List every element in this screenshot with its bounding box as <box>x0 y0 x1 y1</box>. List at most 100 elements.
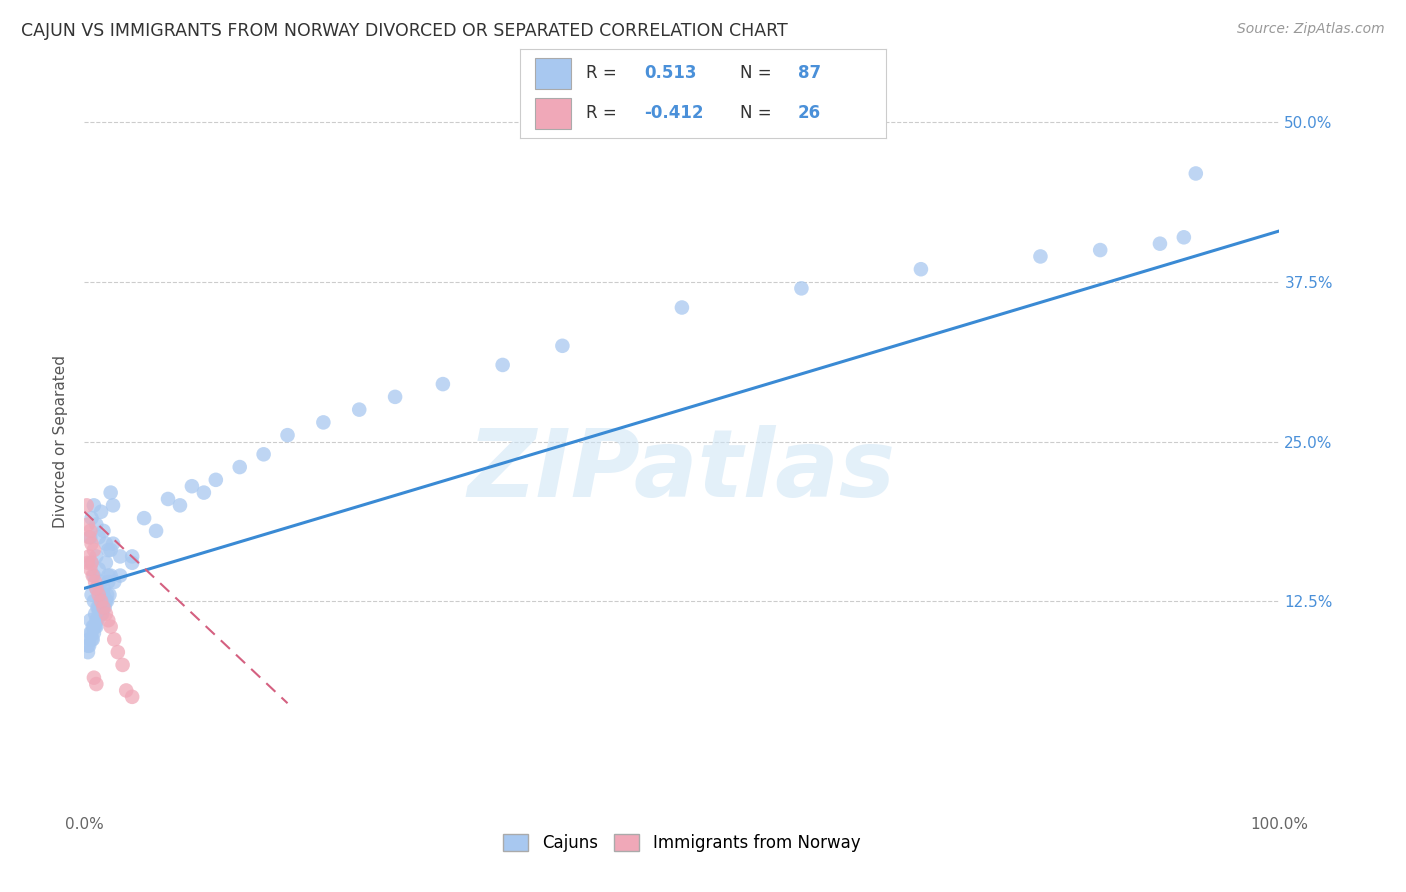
Point <box>100 543 122 558</box>
Point <box>93 600 115 615</box>
Point <box>89 607 111 621</box>
Point <box>77 632 100 647</box>
Point <box>79 613 101 627</box>
Point <box>86 600 108 615</box>
Point <box>82 568 104 582</box>
Point <box>77 556 100 570</box>
Point <box>111 657 134 672</box>
Point <box>91 600 114 615</box>
Point <box>96 588 118 602</box>
Text: N =: N = <box>740 104 770 122</box>
Point <box>277 428 299 442</box>
Point <box>169 499 191 513</box>
Point <box>84 574 107 589</box>
Point <box>86 549 108 564</box>
Text: CAJUN VS IMMIGRANTS FROM NORWAY DIVORCED OR SEPARATED CORRELATION CHART: CAJUN VS IMMIGRANTS FROM NORWAY DIVORCED… <box>21 22 787 40</box>
Point <box>82 619 104 633</box>
Point <box>93 588 115 602</box>
Point <box>93 594 115 608</box>
Point <box>94 607 117 621</box>
Point <box>107 645 129 659</box>
Point <box>101 536 124 550</box>
Point <box>432 377 454 392</box>
Point <box>1185 166 1208 180</box>
Point <box>84 619 107 633</box>
Point <box>83 594 105 608</box>
Point <box>80 626 103 640</box>
Point <box>103 574 125 589</box>
Point <box>80 536 103 550</box>
Point <box>100 568 122 582</box>
Point <box>671 301 693 315</box>
Point <box>101 499 124 513</box>
Point <box>1149 236 1171 251</box>
Point <box>77 549 100 564</box>
Point <box>83 568 105 582</box>
Text: 0.513: 0.513 <box>644 64 697 82</box>
Point <box>86 677 108 691</box>
Point <box>89 594 111 608</box>
Point <box>86 582 108 596</box>
Point <box>82 632 104 647</box>
Point <box>93 600 115 615</box>
Point <box>492 358 515 372</box>
Point <box>205 473 228 487</box>
Text: N =: N = <box>740 64 770 82</box>
Point <box>115 683 138 698</box>
FancyBboxPatch shape <box>534 98 571 129</box>
Point <box>94 594 117 608</box>
Point <box>157 491 180 506</box>
Text: R =: R = <box>586 64 617 82</box>
Point <box>77 645 100 659</box>
Point <box>86 582 108 596</box>
Point <box>77 639 100 653</box>
Point <box>80 556 103 570</box>
Point <box>97 543 120 558</box>
Point <box>97 574 120 589</box>
Point <box>96 594 118 608</box>
Point <box>551 339 574 353</box>
Point <box>121 690 143 704</box>
Point <box>79 626 101 640</box>
Point <box>145 524 167 538</box>
Point <box>384 390 406 404</box>
Text: R =: R = <box>586 104 617 122</box>
Point <box>100 485 122 500</box>
Point <box>121 556 143 570</box>
Point <box>132 511 156 525</box>
Point <box>77 639 100 653</box>
Legend: Cajuns, Immigrants from Norway: Cajuns, Immigrants from Norway <box>496 828 868 859</box>
Point <box>83 619 105 633</box>
Point <box>1090 243 1112 257</box>
Point <box>98 588 121 602</box>
Text: ZIPatlas: ZIPatlas <box>468 425 896 517</box>
Text: 87: 87 <box>799 64 821 82</box>
Point <box>83 671 105 685</box>
Point <box>312 416 335 430</box>
Point <box>229 460 252 475</box>
Point <box>253 447 276 461</box>
Point <box>349 402 371 417</box>
Point <box>80 511 103 525</box>
Point <box>790 281 813 295</box>
Point <box>90 607 112 621</box>
Point <box>79 524 101 538</box>
Point <box>90 594 112 608</box>
Point <box>77 530 100 544</box>
Point <box>94 536 117 550</box>
Point <box>94 556 117 570</box>
FancyBboxPatch shape <box>534 58 571 89</box>
Point <box>193 485 215 500</box>
Point <box>87 530 110 544</box>
Point <box>1029 250 1052 264</box>
Point <box>80 588 103 602</box>
Point <box>87 588 110 602</box>
Point <box>77 517 100 532</box>
Point <box>79 562 101 576</box>
Text: Source: ZipAtlas.com: Source: ZipAtlas.com <box>1237 22 1385 37</box>
Point <box>84 607 107 621</box>
Point <box>83 543 105 558</box>
Point <box>91 607 114 621</box>
Y-axis label: Divorced or Separated: Divorced or Separated <box>53 355 69 528</box>
Point <box>97 613 120 627</box>
